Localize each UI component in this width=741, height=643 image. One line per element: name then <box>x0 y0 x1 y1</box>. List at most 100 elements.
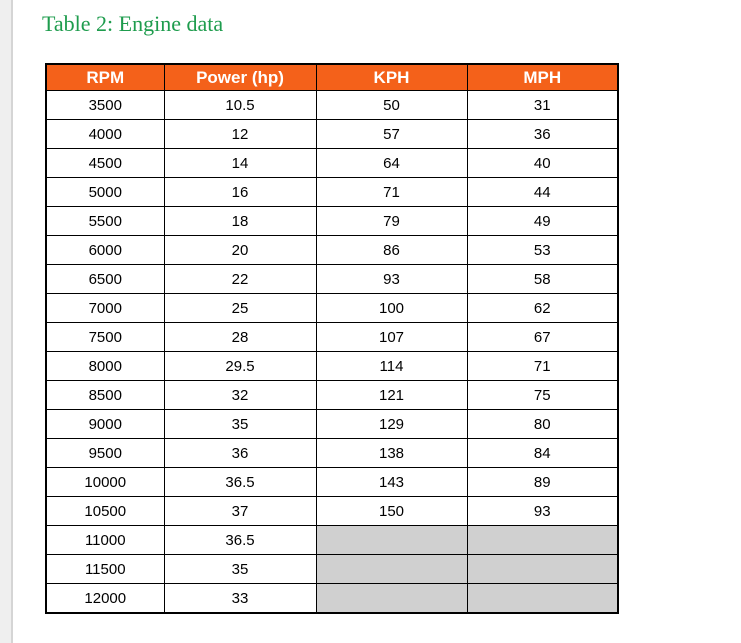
table-cell <box>315 583 468 614</box>
table-row: 8500 32 121 75 <box>45 380 619 410</box>
table-cell: 36.5 <box>163 467 317 497</box>
table-cell: 79 <box>315 206 468 236</box>
table-cell: 10000 <box>45 467 165 497</box>
table-cell: 100 <box>315 293 468 323</box>
table-header-row: RPM Power (hp) KPH MPH <box>45 63 619 91</box>
table-cell: 6000 <box>45 235 165 265</box>
table-cell <box>315 525 468 555</box>
table-cell: 36 <box>466 119 619 149</box>
table-row: 11500 35 <box>45 554 619 584</box>
table-cell <box>315 554 468 584</box>
table-cell: 71 <box>466 351 619 381</box>
table-cell: 14 <box>163 148 317 178</box>
table-cell: 5000 <box>45 177 165 207</box>
table-row: 4000 12 57 36 <box>45 119 619 149</box>
page-title: Table 2: Engine data <box>42 11 224 36</box>
table-cell: 4000 <box>45 119 165 149</box>
table-cell: 75 <box>466 380 619 410</box>
table-cell: 62 <box>466 293 619 323</box>
engine-data-table: RPM Power (hp) KPH MPH 3500 10.5 50 31 4000 1… <box>45 63 619 614</box>
table-cell: 22 <box>163 264 317 294</box>
table-cell <box>466 554 619 584</box>
table-cell: 58 <box>466 264 619 294</box>
table-row: 5000 16 71 44 <box>45 177 619 207</box>
table-row: 4500 14 64 40 <box>45 148 619 178</box>
table-cell: 80 <box>466 409 619 439</box>
table-cell <box>466 583 619 614</box>
table-cell: 67 <box>466 322 619 352</box>
column-header-rpm: RPM <box>45 63 165 91</box>
table-cell: 40 <box>466 148 619 178</box>
table-row: 9000 35 129 80 <box>45 409 619 439</box>
table-row: 5500 18 79 49 <box>45 206 619 236</box>
table-cell: 35 <box>163 554 317 584</box>
table-row: 7000 25 100 62 <box>45 293 619 323</box>
column-header-mph: MPH <box>466 63 619 91</box>
table-cell: 28 <box>163 322 317 352</box>
table-cell: 138 <box>315 438 468 468</box>
table-cell: 57 <box>315 119 468 149</box>
table-cell: 11000 <box>45 525 165 555</box>
table-cell: 7000 <box>45 293 165 323</box>
table-cell: 10.5 <box>163 90 317 120</box>
table-cell: 9000 <box>45 409 165 439</box>
table-cell: 6500 <box>45 264 165 294</box>
table-cell: 4500 <box>45 148 165 178</box>
table-row: 7500 28 107 67 <box>45 322 619 352</box>
table-row: 10000 36.5 143 89 <box>45 467 619 497</box>
table-row: 6500 22 93 58 <box>45 264 619 294</box>
table-row: 9500 36 138 84 <box>45 438 619 468</box>
table-cell: 29.5 <box>163 351 317 381</box>
table-cell: 50 <box>315 90 468 120</box>
table-cell: 107 <box>315 322 468 352</box>
table-cell: 129 <box>315 409 468 439</box>
table-cell: 11500 <box>45 554 165 584</box>
table-cell: 150 <box>315 496 468 526</box>
table-cell: 35 <box>163 409 317 439</box>
table-cell: 44 <box>466 177 619 207</box>
table-cell: 9500 <box>45 438 165 468</box>
table-cell: 37 <box>163 496 317 526</box>
table-cell: 93 <box>466 496 619 526</box>
table-row: 3500 10.5 50 31 <box>45 90 619 120</box>
table-cell: 33 <box>163 583 317 614</box>
table-cell: 12000 <box>45 583 165 614</box>
table-cell: 64 <box>315 148 468 178</box>
table-cell: 36.5 <box>163 525 317 555</box>
table-cell: 25 <box>163 293 317 323</box>
table-cell: 93 <box>315 264 468 294</box>
page-edge-strip <box>0 0 13 643</box>
table-cell: 18 <box>163 206 317 236</box>
table-cell: 32 <box>163 380 317 410</box>
column-header-kph: KPH <box>315 63 468 91</box>
table-cell: 7500 <box>45 322 165 352</box>
table-cell: 31 <box>466 90 619 120</box>
table-row: 10500 37 150 93 <box>45 496 619 526</box>
table-cell: 89 <box>466 467 619 497</box>
table-row: 6000 20 86 53 <box>45 235 619 265</box>
table-cell: 8000 <box>45 351 165 381</box>
table-cell: 3500 <box>45 90 165 120</box>
table-row: 12000 33 <box>45 583 619 614</box>
table-cell: 36 <box>163 438 317 468</box>
table-cell: 5500 <box>45 206 165 236</box>
table-cell: 121 <box>315 380 468 410</box>
table-cell: 71 <box>315 177 468 207</box>
table-cell: 53 <box>466 235 619 265</box>
table-row: 8000 29.5 114 71 <box>45 351 619 381</box>
engine-table-body: 3500 10.5 50 31 4000 12 57 36 4500 14 64 40 5000 16 71… <box>45 90 619 614</box>
table-cell: 49 <box>466 206 619 236</box>
table-cell: 143 <box>315 467 468 497</box>
table-cell: 86 <box>315 235 468 265</box>
table-cell: 12 <box>163 119 317 149</box>
table-cell: 20 <box>163 235 317 265</box>
table-cell: 84 <box>466 438 619 468</box>
table-cell: 114 <box>315 351 468 381</box>
table-cell: 16 <box>163 177 317 207</box>
table-cell: 10500 <box>45 496 165 526</box>
table-row: 11000 36.5 <box>45 525 619 555</box>
table-cell <box>466 525 619 555</box>
column-header-power: Power (hp) <box>163 63 317 91</box>
table-cell: 8500 <box>45 380 165 410</box>
